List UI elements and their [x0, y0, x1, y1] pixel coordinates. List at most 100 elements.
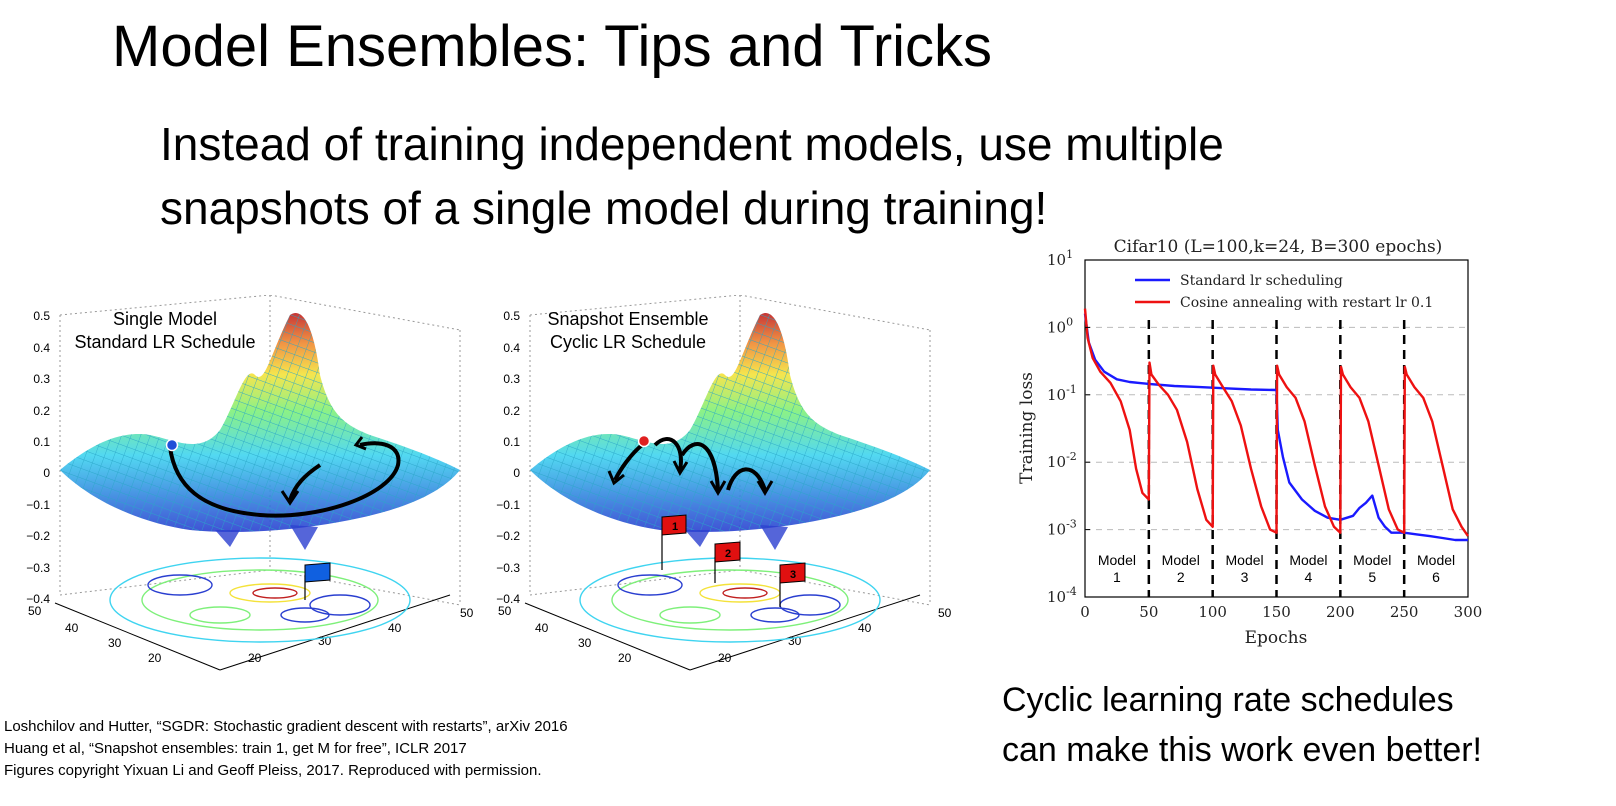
model-label-number: 4	[1305, 569, 1313, 585]
z-tick: 0.1	[33, 435, 50, 449]
model-label-name: Model	[1226, 552, 1264, 568]
y-tick: 20	[718, 651, 732, 665]
model-label-name: Model	[1162, 552, 1200, 568]
y-tick-label: 101	[1047, 248, 1073, 269]
chart-series	[1083, 308, 1469, 542]
x-tick: 20	[148, 651, 162, 665]
z-tick: 0.2	[33, 404, 50, 418]
z-tick: −0.3	[26, 561, 50, 575]
x-tick: 20	[618, 651, 632, 665]
z-tick: −0.2	[496, 529, 520, 543]
y-tick-label: 10-2	[1047, 450, 1077, 471]
model-label-bg	[1092, 547, 1141, 587]
model-label-number: 1	[1113, 569, 1121, 585]
x-tick: 30	[578, 636, 592, 650]
z-tick: −0.4	[26, 592, 50, 606]
reference-2: Huang et al, “Snapshot ensembles: train …	[4, 740, 467, 757]
surface-plot-title-line-2: Standard LR Schedule	[74, 332, 255, 352]
model-label-bg	[1412, 547, 1461, 587]
contour-map	[579, 557, 881, 643]
z-tick: −0.1	[26, 498, 50, 512]
x-tick: 30	[108, 636, 122, 650]
x-tick-label: 0	[1080, 603, 1090, 621]
final-model-flag	[304, 562, 331, 600]
y-axis-label: Training loss	[1017, 372, 1037, 484]
z-tick: 0.3	[33, 372, 50, 386]
loss-surface	[60, 313, 460, 550]
model-label-number: 6	[1432, 569, 1440, 585]
surface-plot-title-line-1: Snapshot Ensemble	[547, 309, 708, 329]
model-label-name: Model	[1353, 552, 1391, 568]
start-point-marker	[165, 438, 179, 452]
start-point-marker	[637, 434, 651, 448]
y-axis-ticks: 101 100 10-1 10-2 10-3 10-4	[1047, 248, 1090, 606]
z-tick: 0.2	[503, 404, 520, 418]
z-tick: −0.4	[496, 592, 520, 606]
z-axis-ticks: 0.5 0.4 0.3 0.2 0.1 0 −0.1 −0.2 −0.3 −0.…	[26, 309, 50, 606]
contour-map	[109, 557, 411, 643]
y-tick: 40	[858, 621, 872, 635]
base-axes	[524, 594, 921, 671]
z-tick: 0	[513, 466, 520, 480]
y-tick: 50	[938, 606, 952, 620]
bottom-note-line-1: Cyclic learning rate schedules	[1002, 681, 1454, 719]
surface-plot-title-line-1: Single Model	[113, 309, 217, 329]
y-tick: 30	[788, 634, 802, 648]
y-tick: 30	[318, 634, 332, 648]
legend-label-standard: Standard lr scheduling	[1180, 273, 1343, 289]
base-axes	[54, 594, 451, 671]
z-tick: 0.5	[503, 309, 520, 323]
cyclic-trajectory	[607, 437, 774, 496]
z-tick: 0.4	[503, 341, 520, 355]
title-rest: : Tips and Tricks	[573, 14, 993, 79]
x-tick-label: 250	[1390, 603, 1419, 621]
chart-legend: Standard lr scheduling Cosine annealing …	[1135, 273, 1433, 311]
subtitle-line-1: Instead of training independent models, …	[160, 118, 1224, 170]
z-tick: −0.3	[496, 561, 520, 575]
y-axis-ticks: 20 30 40 50	[718, 606, 952, 665]
x-axis-ticks: 50 40 30 20	[498, 604, 632, 665]
surface-plot-title-line-2: Cyclic LR Schedule	[550, 332, 706, 352]
reference-1: Loshchilov and Hutter, “SGDR: Stochastic…	[4, 718, 568, 735]
flag-label: 1	[672, 521, 678, 533]
x-tick: 50	[498, 604, 512, 618]
x-tick: 40	[535, 621, 549, 635]
chart-title: Cifar10 (L=100,k=24, B=300 epochs)	[1114, 237, 1443, 257]
model-label-bg	[1348, 547, 1397, 587]
x-tick-label: 200	[1326, 603, 1355, 621]
title-main: Model Ensembles	[112, 14, 573, 79]
y-tick: 50	[460, 606, 474, 620]
x-axis-ticks: 50 40 30 20	[28, 604, 162, 665]
y-axis-ticks: 20 30 40 50	[248, 606, 474, 665]
plot-box-grid	[59, 295, 461, 606]
model-label-name: Model	[1417, 552, 1455, 568]
y-tick: 20	[248, 651, 262, 665]
y-tick-label: 10-3	[1047, 518, 1077, 539]
snapshot-flags: 1 2 3	[661, 514, 806, 607]
y-tick-label: 10-1	[1047, 383, 1077, 404]
slide-title: Model Ensembles: Tips and Tricks	[112, 12, 992, 82]
z-tick: −0.1	[496, 498, 520, 512]
optimization-trajectory	[168, 436, 401, 518]
series-line-cosine	[1083, 308, 1469, 537]
bottom-note-line-2: can make this work even better!	[1002, 731, 1483, 769]
training-loss-chart: Cifar10 (L=100,k=24, B=300 epochs) 10110…	[1017, 237, 1482, 648]
references: Loshchilov and Hutter, “SGDR: Stochastic…	[4, 716, 568, 782]
model-label-number: 3	[1241, 569, 1249, 585]
subtitle-line-2: snapshots of a single model during train…	[160, 182, 1048, 234]
model-label-bg	[1220, 547, 1269, 587]
loss-surface	[530, 313, 930, 550]
model-label-number: 5	[1368, 569, 1376, 585]
surface-plot-single-model: 0.5 0.4 0.3 0.2 0.1 0 −0.1 −0.2 −0.3 −0.…	[26, 295, 474, 671]
x-tick-label: 100	[1198, 603, 1227, 621]
slide-subtitle: Instead of training independent models, …	[160, 112, 1224, 240]
model-label-name: Model	[1289, 552, 1327, 568]
y-tick-label: 10-4	[1047, 585, 1077, 606]
surface-plot-snapshot-ensemble: 0.5 0.4 0.3 0.2 0.1 0 −0.1 −0.2 −0.3 −0.…	[496, 295, 952, 671]
x-tick-label: 50	[1139, 603, 1158, 621]
bottom-note: Cyclic learning rate schedules can make …	[1002, 675, 1482, 775]
z-tick: 0.4	[33, 341, 50, 355]
x-axis-ticks: 0 50 100 150 200 250 300	[1080, 603, 1482, 621]
flag-label: 2	[725, 548, 731, 560]
